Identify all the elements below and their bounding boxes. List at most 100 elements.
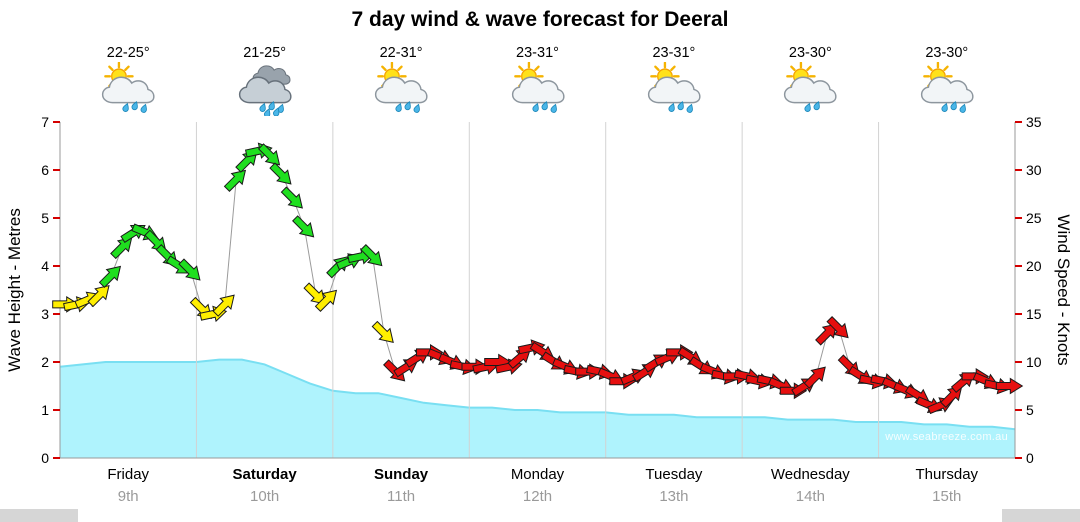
- raindrop-icon: [950, 101, 957, 111]
- raindrop-icon: [813, 101, 821, 111]
- raindrop-icon: [131, 101, 139, 111]
- weather-icon: [647, 61, 701, 113]
- raindrop-icon: [140, 103, 148, 113]
- wind-arrow: [995, 377, 1024, 395]
- day-date: 9th: [117, 488, 139, 505]
- weather-icon-sun-cloud-drizzle: [781, 61, 839, 116]
- left-axis-title: Wave Height - Metres: [5, 208, 24, 372]
- right-tick-label: 10: [1026, 354, 1042, 370]
- day-date: 13th: [659, 488, 689, 505]
- temp-range: 23-30°: [925, 45, 969, 61]
- wind-arrow: [826, 316, 849, 339]
- wind-arrow: [292, 215, 315, 238]
- raindrop-icon: [277, 103, 284, 113]
- cloud-icon: [784, 76, 837, 104]
- day-name: Saturday: [232, 466, 297, 483]
- wind-arrow: [280, 186, 303, 209]
- wind-arrow: [257, 143, 281, 166]
- temp-range: 21-25°: [243, 45, 287, 61]
- day-name: Monday: [510, 466, 565, 483]
- left-tick-label: 7: [41, 114, 49, 130]
- raindrop-icon: [686, 103, 693, 113]
- raindrop-icon: [541, 101, 548, 111]
- left-tick-label: 4: [41, 258, 49, 274]
- raindrop-icon: [941, 102, 948, 112]
- right-tick-label: 25: [1026, 210, 1042, 226]
- cloud-icon: [511, 76, 565, 104]
- day-date: 11th: [387, 488, 416, 505]
- right-tick-label: 20: [1026, 258, 1042, 274]
- day-date: 15th: [932, 488, 962, 505]
- weather-icon: [511, 61, 565, 113]
- left-tick-label: 0: [41, 450, 49, 466]
- day-name: Wednesday: [770, 466, 850, 483]
- left-tick-label: 2: [41, 354, 49, 370]
- wave-area: [60, 359, 1015, 458]
- day-name: Sunday: [373, 466, 429, 483]
- wind-arrow: [303, 282, 326, 305]
- left-tick-label: 6: [41, 162, 49, 178]
- wind-arrow: [87, 284, 110, 308]
- wind-arrow: [110, 236, 133, 260]
- weather-icon: [784, 61, 837, 112]
- temp-range: 23-31°: [652, 45, 696, 61]
- right-tick-label: 5: [1026, 402, 1034, 418]
- raindrop-icon: [959, 103, 966, 113]
- raindrop-icon: [122, 102, 129, 112]
- temp-range: 23-31°: [516, 45, 559, 61]
- raindrop-icon: [413, 103, 420, 113]
- weather-icon: [238, 65, 292, 118]
- right-tick-label: 0: [1026, 450, 1034, 466]
- weather-icon-sun-cloud-rain: [372, 61, 430, 116]
- temp-range: 22-25°: [106, 45, 150, 61]
- wind-arrow: [178, 258, 201, 281]
- cloud-icon: [920, 76, 974, 104]
- raindrop-icon: [259, 102, 266, 112]
- weather-icon-clouds-heavy-rain: [236, 62, 294, 118]
- wind-arrow: [371, 320, 394, 344]
- wind-arrow: [815, 323, 838, 346]
- right-tick-label: 30: [1026, 162, 1042, 178]
- raindrop-icon: [677, 101, 684, 111]
- left-tick-label: 3: [41, 306, 49, 322]
- right-tick-label: 35: [1026, 114, 1042, 130]
- wind-arrow: [314, 289, 338, 312]
- wind-arrow: [212, 294, 235, 317]
- temp-range: 23-30°: [788, 45, 832, 61]
- cloud-icon: [102, 76, 155, 104]
- wind-arrow: [269, 162, 292, 185]
- raindrop-icon: [668, 102, 675, 112]
- day-name: Tuesday: [645, 466, 703, 483]
- raindrop-icon: [804, 102, 812, 112]
- watermark: www.seabreeze.com.au: [885, 431, 1008, 443]
- cloud-icon: [374, 76, 428, 104]
- weather-icon-sun-cloud-rain: [99, 61, 157, 116]
- temp-range: 22-31°: [379, 45, 423, 61]
- page-title: 7 day wind & wave forecast for Deeral: [351, 8, 729, 31]
- raindrop-icon: [531, 102, 539, 112]
- left-tick-label: 5: [41, 210, 49, 226]
- wind-arrow: [803, 366, 826, 389]
- raindrop-icon: [550, 103, 557, 113]
- right-axis-title: Wind Speed - Knots: [1054, 214, 1073, 366]
- weather-icon-sun-cloud-rain: [645, 61, 703, 116]
- raindrop-icon: [404, 101, 411, 111]
- footer-strip-right: [1002, 509, 1080, 522]
- weather-icon-sun-cloud-rain: [918, 61, 976, 116]
- day-name: Thursday: [915, 466, 979, 483]
- right-tick-label: 15: [1026, 306, 1042, 322]
- wind-arrow: [223, 169, 247, 192]
- wave-top-edge: [59, 358, 1016, 431]
- weather-icon: [920, 61, 974, 113]
- raindrop-icon: [395, 102, 402, 112]
- cloud-icon: [238, 76, 292, 104]
- wind-arrow: [507, 348, 532, 369]
- raindrop-icon: [272, 107, 279, 117]
- raindrop-icon: [268, 101, 275, 111]
- wind-arrow: [360, 244, 383, 267]
- wind-arrow: [98, 265, 122, 288]
- day-date: 10th: [250, 488, 280, 505]
- day-date: 14th: [795, 488, 825, 505]
